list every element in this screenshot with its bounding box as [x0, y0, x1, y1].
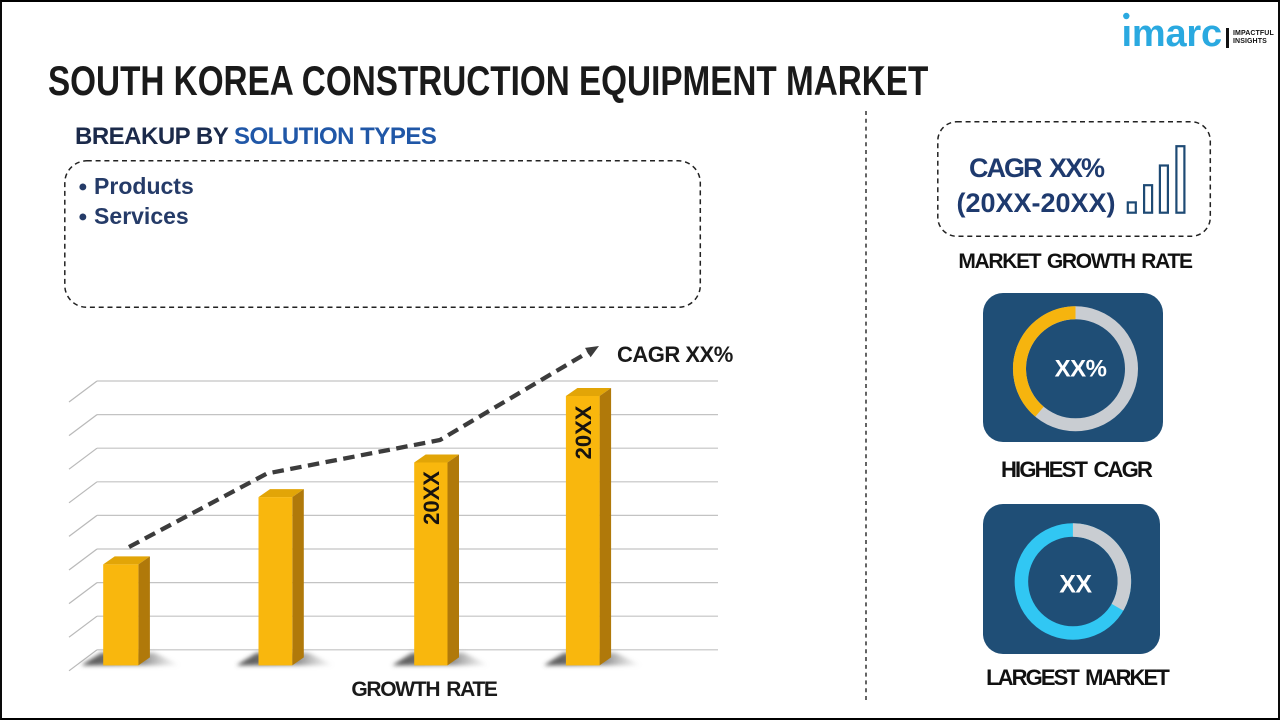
svg-text:XX: XX	[1059, 571, 1092, 599]
svg-text:XX%: XX%	[1055, 355, 1107, 382]
svg-text:20XX: 20XX	[571, 405, 596, 459]
svg-text:20XX: 20XX	[419, 471, 444, 525]
